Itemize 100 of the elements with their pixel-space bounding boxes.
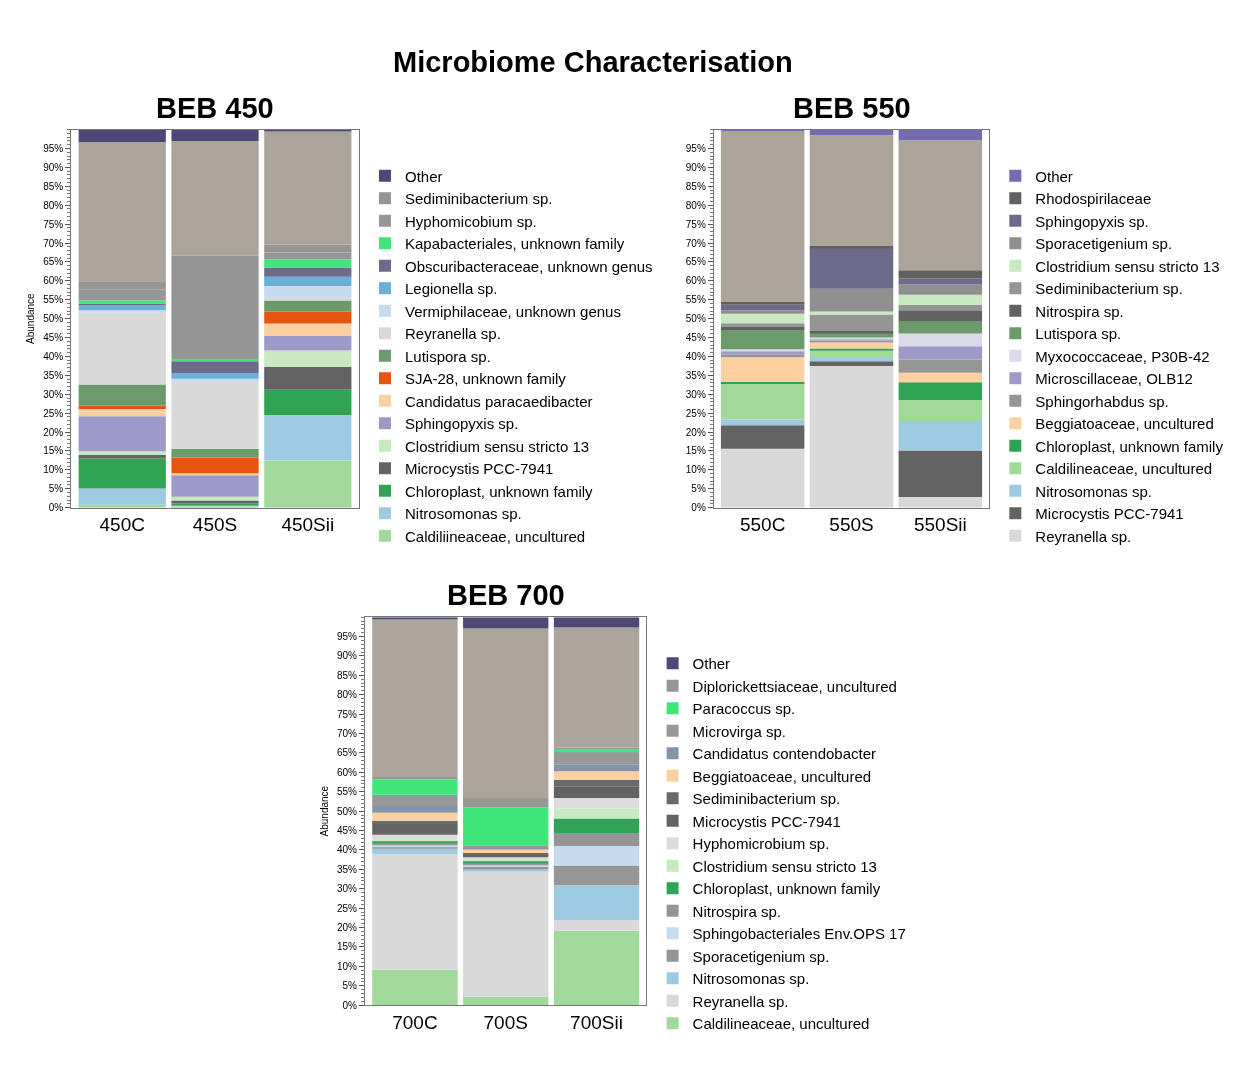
y-tick-label: 70% xyxy=(336,728,358,740)
legend-label: Nitrospira sp. xyxy=(692,902,781,920)
y-tick-label: 5% xyxy=(48,483,64,495)
y-tick-label: 65% xyxy=(685,256,706,268)
chart-title: BEB 550 xyxy=(793,92,911,124)
legend-label: Clostridium sensu stricto 13 xyxy=(692,857,877,875)
y-tick-label: 50% xyxy=(336,805,358,817)
y-tick-label: 30% xyxy=(43,388,64,400)
legend-label: Sphingorhabdus sp. xyxy=(1035,392,1169,410)
y-tick-label: 35% xyxy=(685,369,706,381)
legend-label: Reyranella sp. xyxy=(404,325,501,343)
legend-label: Rhodospirilaceae xyxy=(1035,190,1152,208)
y-tick-label: 45% xyxy=(336,825,358,837)
x-tick-label: 550Sii xyxy=(913,514,967,536)
legend-label: Other xyxy=(404,167,443,185)
y-tick-label: 85% xyxy=(43,180,64,192)
y-tick-label: 55% xyxy=(685,294,706,306)
x-tick-label: 550C xyxy=(739,514,786,536)
legend-label: Paracoccus sp. xyxy=(692,700,796,718)
legend-label: Sphingopyxis sp. xyxy=(404,415,519,433)
y-tick-label: 55% xyxy=(336,786,358,798)
legend-label: Vermiphilaceae, unknown genus xyxy=(404,302,621,320)
y-tick-label: 75% xyxy=(685,218,706,230)
y-tick-label: 40% xyxy=(336,844,358,856)
y-tick-label: 40% xyxy=(685,350,706,362)
legend-label: Microcystis PCC-7941 xyxy=(692,812,841,830)
y-tick-label: 80% xyxy=(43,199,64,211)
x-tick-label: 700S xyxy=(483,1011,528,1033)
y-tick-label: 5% xyxy=(342,980,358,992)
y-tick-label: 80% xyxy=(685,199,706,211)
y-tick-label: 10% xyxy=(685,464,706,476)
y-tick-label: 45% xyxy=(685,332,706,344)
legend-label: Reyranella sp. xyxy=(692,992,789,1010)
legend-label: Beggiatoaceae, uncultured xyxy=(1035,415,1214,433)
legend-label: Clostridium sensu stricto 13 xyxy=(1035,257,1220,275)
x-tick-label: 700C xyxy=(392,1011,438,1033)
legend-label: Diplorickettsiaceae, uncultured xyxy=(692,677,897,695)
legend-label: Obscuribacteraceae, unknown genus xyxy=(404,257,653,275)
y-tick-label: 65% xyxy=(43,256,64,268)
legend-label: Microscillaceae, OLB12 xyxy=(1035,370,1193,388)
legend-label: Lutispora sp. xyxy=(404,347,491,365)
y-tick-label: 10% xyxy=(43,464,64,476)
legend-label: Sediminibacterium sp. xyxy=(1035,280,1183,298)
y-tick-label: 45% xyxy=(43,332,64,344)
y-tick-label: 90% xyxy=(43,161,64,173)
legend-label: Sediminibacterium sp. xyxy=(692,790,841,808)
y-tick-label: 90% xyxy=(336,650,358,662)
y-tick-label: 85% xyxy=(336,669,358,681)
x-tick-label: 450C xyxy=(99,514,145,536)
legend-label: Other xyxy=(1035,167,1073,185)
x-tick-label: 450S xyxy=(192,514,238,536)
legend-label: Sphingobacteriales Env.OPS 17 xyxy=(692,925,906,943)
legend-label: Sediminibacterium sp. xyxy=(404,190,553,208)
chart-title: BEB 700 xyxy=(447,579,565,611)
y-tick-label: 20% xyxy=(685,426,706,438)
y-tick-label: 35% xyxy=(43,369,64,381)
legend-label: Caldilineaceae, uncultured xyxy=(1035,460,1213,478)
y-tick-label: 0% xyxy=(48,502,64,514)
y-tick-label: 70% xyxy=(43,237,64,249)
legend-label: Caldilineaceae, uncultured xyxy=(692,1015,870,1033)
y-tick-label: 80% xyxy=(336,689,358,701)
y-tick-label: 0% xyxy=(691,502,706,514)
y-tick-label: 10% xyxy=(336,960,358,972)
legend-label: Chloroplast, unknown family xyxy=(1035,437,1224,455)
y-tick-label: 30% xyxy=(336,883,358,895)
legend-label: Sporacetigenium sp. xyxy=(1035,235,1173,253)
y-axis-title: Abundance xyxy=(318,785,330,837)
y-tick-label: 15% xyxy=(43,445,64,457)
legend-label: Candidatus contendobacter xyxy=(692,745,877,763)
x-tick-label: 550S xyxy=(829,514,874,536)
legend-label: Lutispora sp. xyxy=(1035,325,1122,343)
y-tick-label: 55% xyxy=(43,294,64,306)
legend-label: Nitrospira sp. xyxy=(1035,302,1124,320)
legend-label: Caldiliineaceae, uncultured xyxy=(404,527,586,545)
text: Microbiome Characterisation xyxy=(393,46,793,78)
y-tick-label: 75% xyxy=(336,708,358,720)
y-tick-label: 25% xyxy=(43,407,64,419)
y-tick-label: 95% xyxy=(336,631,358,643)
y-tick-label: 5% xyxy=(691,483,706,495)
y-tick-label: 95% xyxy=(43,142,64,154)
y-tick-label: 60% xyxy=(336,766,358,778)
y-tick-label: 65% xyxy=(336,747,358,759)
legend-label: Candidatus paracaedibacter xyxy=(404,392,593,410)
legend-label: Nitrosomonas sp. xyxy=(404,505,522,523)
y-tick-label: 20% xyxy=(43,426,64,438)
legend-label: Kapabacteriales, unknown family xyxy=(404,235,625,253)
legend-label: Chloroplast, unknown family xyxy=(692,880,881,898)
y-tick-label: 20% xyxy=(336,922,358,934)
legend-label: Reyranella sp. xyxy=(1035,527,1132,545)
legend-label: Nitrosomonas sp. xyxy=(1035,482,1153,500)
legend-label: Other xyxy=(692,655,731,673)
legend-label: Microvirga sp. xyxy=(692,722,786,740)
y-tick-label: 85% xyxy=(685,180,706,192)
y-tick-label: 60% xyxy=(685,275,706,287)
y-tick-label: 60% xyxy=(43,275,64,287)
legend-label: Myxococcaceae, P30B-42 xyxy=(1035,347,1210,365)
y-tick-label: 30% xyxy=(685,388,706,400)
y-tick-label: 75% xyxy=(43,218,64,230)
legend-label: Nitrosomonas sp. xyxy=(692,970,810,988)
x-tick-label: 700Sii xyxy=(570,1011,623,1033)
